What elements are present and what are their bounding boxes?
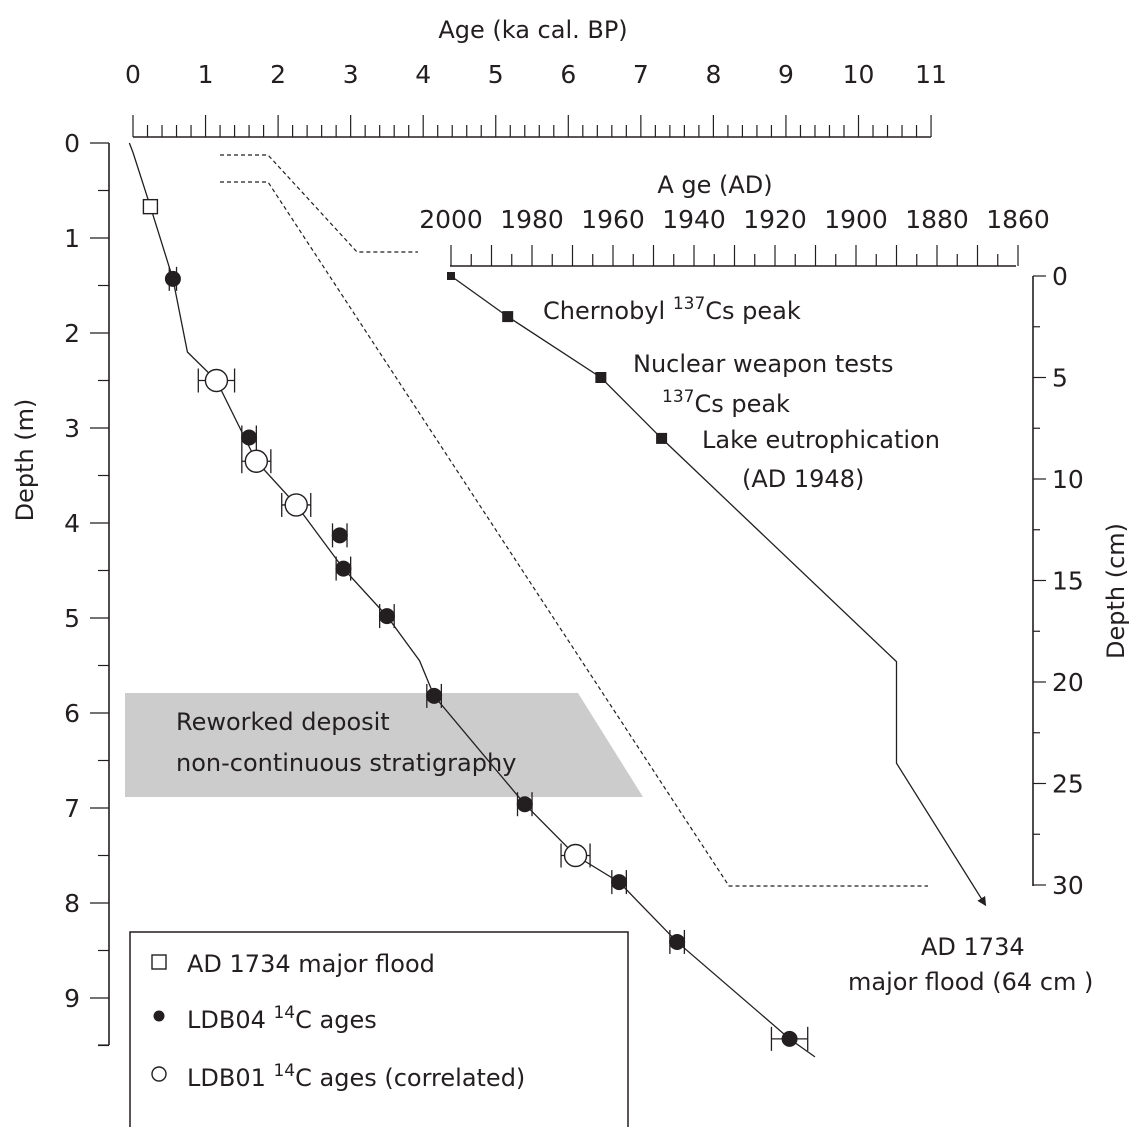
main-y-tick-label: 0 — [64, 129, 80, 158]
flood-annotation-line2: major flood (64 cm ) — [848, 968, 1093, 996]
main-x-ticks: 0 1 2 3 4 5 6 7 8 9 10 11 — [125, 60, 947, 137]
series-open-circle — [197, 368, 591, 868]
inset-y-tick-label: 15 — [1052, 567, 1084, 596]
main-y-tick-label: 3 — [64, 414, 80, 443]
inset-x-ticks: 2000 1980 1960 1940 1920 1900 1880 1860 — [419, 205, 1050, 266]
legend-label: LDB04 14C ages — [187, 1003, 377, 1034]
inset-x-axis-title: A ge (AD) — [657, 171, 772, 199]
inset-x-tick-label: 1960 — [581, 205, 645, 234]
inset-y-tick-label: 25 — [1052, 770, 1084, 799]
main-x-tick-label: 1 — [198, 60, 214, 89]
main-x-tick-label: 11 — [915, 60, 947, 89]
inset-y-tick-label: 10 — [1052, 465, 1084, 494]
inset-x-tick-label: 1980 — [500, 205, 564, 234]
ldb04-point — [335, 560, 352, 577]
ldb04-point — [164, 270, 181, 287]
inset-x-tick-label: 1940 — [662, 205, 726, 234]
ldb01-point — [244, 449, 269, 473]
main-x-tick-label: 3 — [343, 60, 359, 89]
legend-label: LDB01 14C ages (correlated) — [187, 1061, 525, 1092]
ldb04-point — [426, 687, 443, 704]
inset-x-tick-label: 2000 — [419, 205, 483, 234]
inset-plot-area — [447, 272, 987, 907]
eutrophication-annotation-line1: Lake eutrophication — [702, 426, 940, 454]
inset-marker — [447, 272, 455, 280]
nuclear-tests-annotation-line1: Nuclear weapon tests — [633, 350, 893, 378]
ldb04-point — [241, 429, 258, 446]
series-filled-circle — [164, 266, 809, 1051]
connector-dashed-upper — [220, 154, 418, 253]
main-y-tick-label: 5 — [64, 604, 80, 633]
ldb01-point — [563, 843, 588, 868]
main-x-tick-label: 7 — [633, 60, 649, 89]
inset-y-tick-label: 0 — [1052, 262, 1068, 291]
reworked-deposit-label-line2: non-continuous stratigraphy — [176, 749, 516, 777]
ldb01-point — [284, 493, 308, 517]
main-y-tick-label: 2 — [64, 319, 80, 348]
inset-y-axis-title: Depth (cm) — [1102, 523, 1130, 659]
ldb04-point — [331, 527, 348, 544]
main-plot-area — [128, 142, 816, 1058]
main-x-axis-title: Age (ka cal. BP) — [438, 16, 627, 44]
legend-label: AD 1734 major flood — [187, 950, 435, 978]
ldb01-point — [204, 368, 229, 393]
inset-y-ticks: 0 5 10 15 20 25 30 — [1033, 262, 1084, 900]
ldb04-point — [516, 796, 533, 813]
inset-marker — [595, 372, 607, 383]
main-x-tick-label: 8 — [705, 60, 721, 89]
main-x-tick-label: 4 — [415, 60, 431, 89]
main-y-tick-label: 6 — [64, 699, 80, 728]
main-x-tick-label: 9 — [778, 60, 794, 89]
inset-y-tick-label: 5 — [1052, 364, 1068, 393]
main-x-tick-label: 6 — [560, 60, 576, 89]
connector-dashed-lower — [220, 181, 928, 887]
ldb04-point — [611, 874, 628, 891]
legend: AD 1734 major flood LDB04 14C ages LDB01 1… — [151, 950, 525, 1092]
main-y-axis-title: Depth (m) — [11, 399, 39, 522]
inset-y-tick-label: 20 — [1052, 668, 1084, 697]
legend-open-circle-symbol — [151, 1066, 167, 1082]
eutrophication-annotation-line2: (AD 1948) — [742, 465, 864, 493]
main-y-tick-label: 7 — [64, 794, 80, 823]
main-x-tick-label: 10 — [843, 60, 875, 89]
reworked-deposit-region — [125, 693, 643, 797]
ldb04-point — [669, 933, 686, 950]
main-y-tick-label: 4 — [64, 509, 80, 538]
age-depth-model-line — [128, 142, 816, 1058]
main-y-tick-label: 1 — [64, 224, 80, 253]
legend-filled-circle-symbol — [153, 1010, 165, 1022]
legend-square-symbol — [151, 954, 167, 970]
inset-y-tick-label: 30 — [1052, 871, 1084, 900]
main-x-tick-label: 2 — [270, 60, 286, 89]
inset-marker — [502, 311, 514, 323]
chernobyl-annotation: Chernobyl 137Cs peak — [543, 294, 801, 325]
main-y-tick-label: 9 — [64, 984, 80, 1013]
inset-x-tick-label: 1860 — [986, 205, 1050, 234]
reworked-deposit-label-line1: Reworked deposit — [176, 708, 390, 736]
ldb04-point — [781, 1030, 798, 1047]
inset-x-tick-label: 1900 — [824, 205, 888, 234]
main-y-ticks: 0 1 2 3 4 5 6 7 8 9 — [64, 129, 109, 1047]
nuclear-tests-annotation-line2: 137Cs peak — [662, 387, 790, 418]
inset-marker — [656, 432, 668, 444]
flood-annotation-line1: AD 1734 — [921, 933, 1025, 961]
inset-x-tick-label: 1920 — [743, 205, 807, 234]
main-x-tick-label: 0 — [125, 60, 141, 89]
main-y-tick-label: 8 — [64, 889, 80, 918]
legend-box — [129, 931, 629, 1127]
series-open-square — [142, 198, 159, 215]
inset-x-tick-label: 1880 — [905, 205, 969, 234]
main-x-tick-label: 5 — [488, 60, 504, 89]
ldb04-point — [378, 608, 395, 625]
flood-point — [142, 198, 159, 215]
